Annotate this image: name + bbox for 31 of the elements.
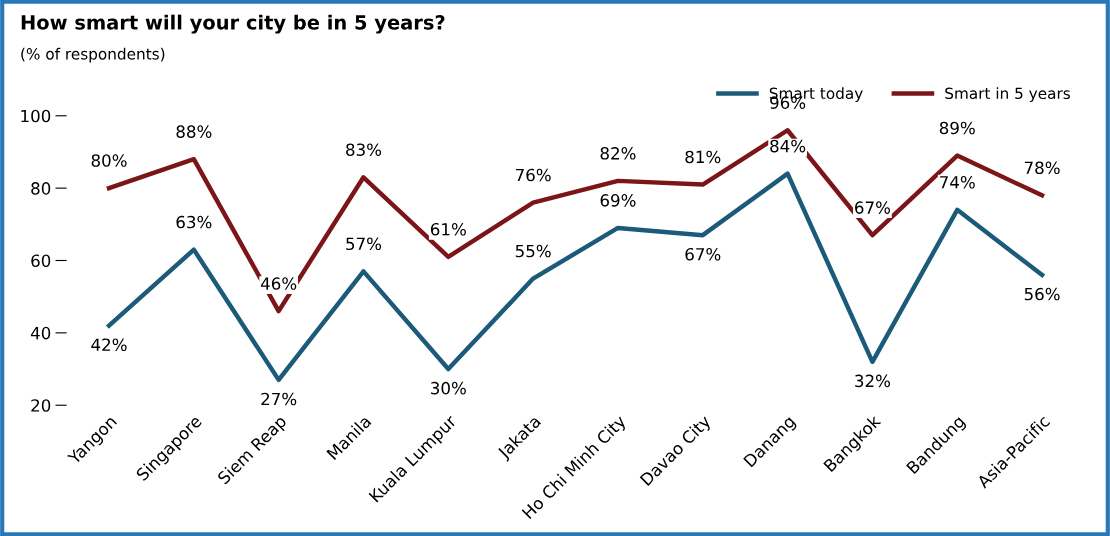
data-label: 55% — [515, 244, 551, 258]
data-label: 46% — [260, 277, 297, 290]
data-label: 67% — [855, 201, 891, 214]
data-label: 30% — [431, 381, 466, 395]
y-tick-label: 80 — [31, 182, 51, 195]
data-label: 83% — [346, 143, 382, 156]
chart-title: How smart will your city be in 5 years? — [21, 14, 445, 34]
data-label: 32% — [855, 374, 891, 388]
y-tick-label: 60 — [31, 254, 51, 268]
data-label: 63% — [176, 215, 212, 229]
y-tick-label: 40 — [30, 326, 51, 340]
data-label: 82% — [600, 147, 636, 160]
data-label: 27% — [261, 392, 297, 406]
data-label: 57% — [346, 237, 382, 251]
data-label: 74% — [940, 175, 975, 189]
data-label: 76% — [515, 168, 551, 182]
data-label: 42% — [91, 338, 127, 352]
data-label: 78% — [1024, 161, 1060, 175]
legend-label: Smart in 5 years — [945, 87, 1070, 103]
y-tick-label: 20 — [31, 399, 51, 412]
data-label: 61% — [430, 222, 466, 236]
y-tick-label: 100 — [21, 109, 51, 123]
data-label: 88% — [176, 125, 212, 138]
data-label: 89% — [939, 121, 975, 135]
data-label: 81% — [685, 150, 721, 164]
data-label: 80% — [91, 154, 127, 167]
data-label: 69% — [600, 194, 636, 207]
data-label: 84% — [770, 139, 806, 153]
data-label: 67% — [685, 247, 721, 261]
chart-subtitle: (% of respondents) — [21, 47, 165, 63]
data-label: 56% — [1024, 287, 1060, 301]
